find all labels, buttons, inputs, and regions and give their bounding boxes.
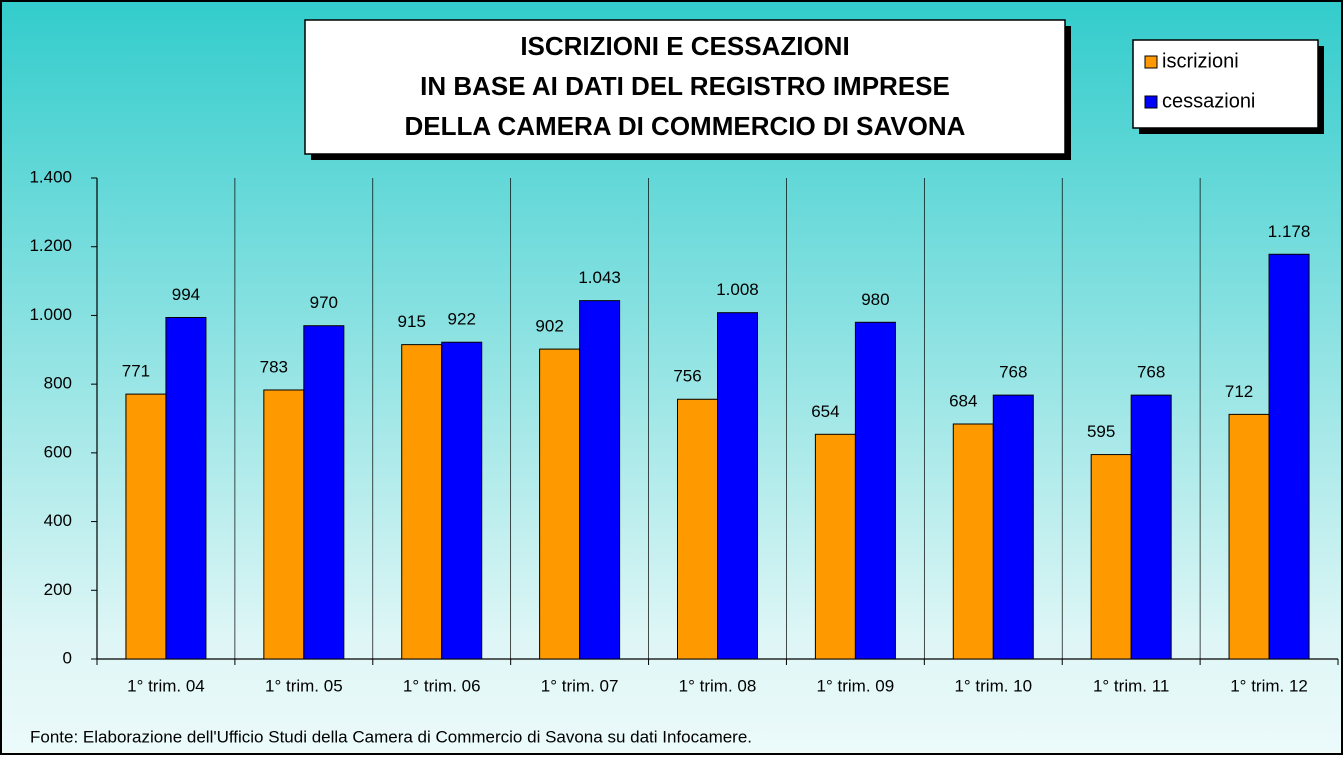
x-tick-label: 1° trim. 04 (127, 676, 205, 695)
value-label: 994 (172, 285, 200, 304)
legend (1132, 39, 1319, 129)
value-label: 1.008 (716, 280, 759, 299)
value-label: 654 (811, 402, 839, 421)
value-label: 768 (999, 363, 1027, 382)
bar (303, 325, 345, 660)
bar (1268, 253, 1310, 660)
bar (677, 398, 718, 660)
bar (717, 312, 758, 660)
x-tick-label: 1° trim. 07 (541, 676, 619, 695)
source-note: Fonte: Elaborazione dell'Ufficio Studi d… (30, 727, 752, 746)
bar (952, 423, 994, 660)
value-label: 783 (260, 357, 288, 376)
bar (401, 344, 443, 660)
chart-title: IN BASE AI DATI DEL REGISTRO IMPRESE (420, 71, 950, 101)
value-label: 922 (448, 310, 476, 329)
bar (992, 394, 1034, 660)
y-tick-label: 1.400 (29, 167, 72, 186)
value-label: 771 (122, 362, 150, 381)
y-tick-label: 800 (44, 374, 72, 393)
x-tick-label: 1° trim. 08 (679, 676, 757, 695)
value-label: 970 (310, 293, 338, 312)
bar (1090, 454, 1132, 660)
y-tick-label: 1.000 (29, 305, 72, 324)
value-label: 684 (949, 391, 977, 410)
x-tick-label: 1° trim. 12 (1230, 676, 1308, 695)
y-tick-label: 200 (44, 580, 72, 599)
legend-swatch (1144, 55, 1158, 69)
bar (165, 316, 207, 660)
bar (125, 393, 167, 660)
value-label: 768 (1137, 363, 1165, 382)
x-tick-label: 1° trim. 06 (403, 676, 481, 695)
title-box (304, 19, 1066, 155)
x-tick-label: 1° trim. 11 (1093, 676, 1169, 695)
value-label: 1.178 (1268, 222, 1311, 241)
chart-title: ISCRIZIONI E CESSAZIONI (520, 31, 849, 61)
value-label: 902 (535, 317, 563, 336)
y-tick-label: 1.200 (29, 236, 72, 255)
x-tick-label: 1° trim. 10 (954, 676, 1032, 695)
bar (263, 389, 305, 660)
y-tick-label: 600 (44, 442, 72, 461)
legend-label: iscrizioni (1162, 50, 1239, 72)
bar (579, 300, 621, 660)
bar (1130, 394, 1172, 660)
value-label: 1.043 (578, 268, 621, 287)
bar (539, 348, 581, 660)
y-tick-label: 400 (44, 511, 72, 530)
y-tick-label: 0 (63, 648, 72, 667)
x-tick-label: 1° trim. 05 (265, 676, 343, 695)
value-label: 915 (398, 312, 426, 331)
bar (814, 433, 856, 660)
legend-swatch (1144, 95, 1158, 109)
x-tick-label: 1° trim. 09 (817, 676, 895, 695)
bar (1228, 413, 1270, 660)
chart-title: DELLA CAMERA DI COMMERCIO DI SAVONA (405, 111, 966, 141)
value-label: 756 (673, 367, 701, 386)
legend-label: cessazioni (1162, 90, 1255, 112)
bar (441, 341, 483, 660)
value-label: 595 (1087, 422, 1115, 441)
value-label: 712 (1225, 382, 1253, 401)
value-label: 980 (861, 290, 889, 309)
bar (854, 321, 896, 660)
